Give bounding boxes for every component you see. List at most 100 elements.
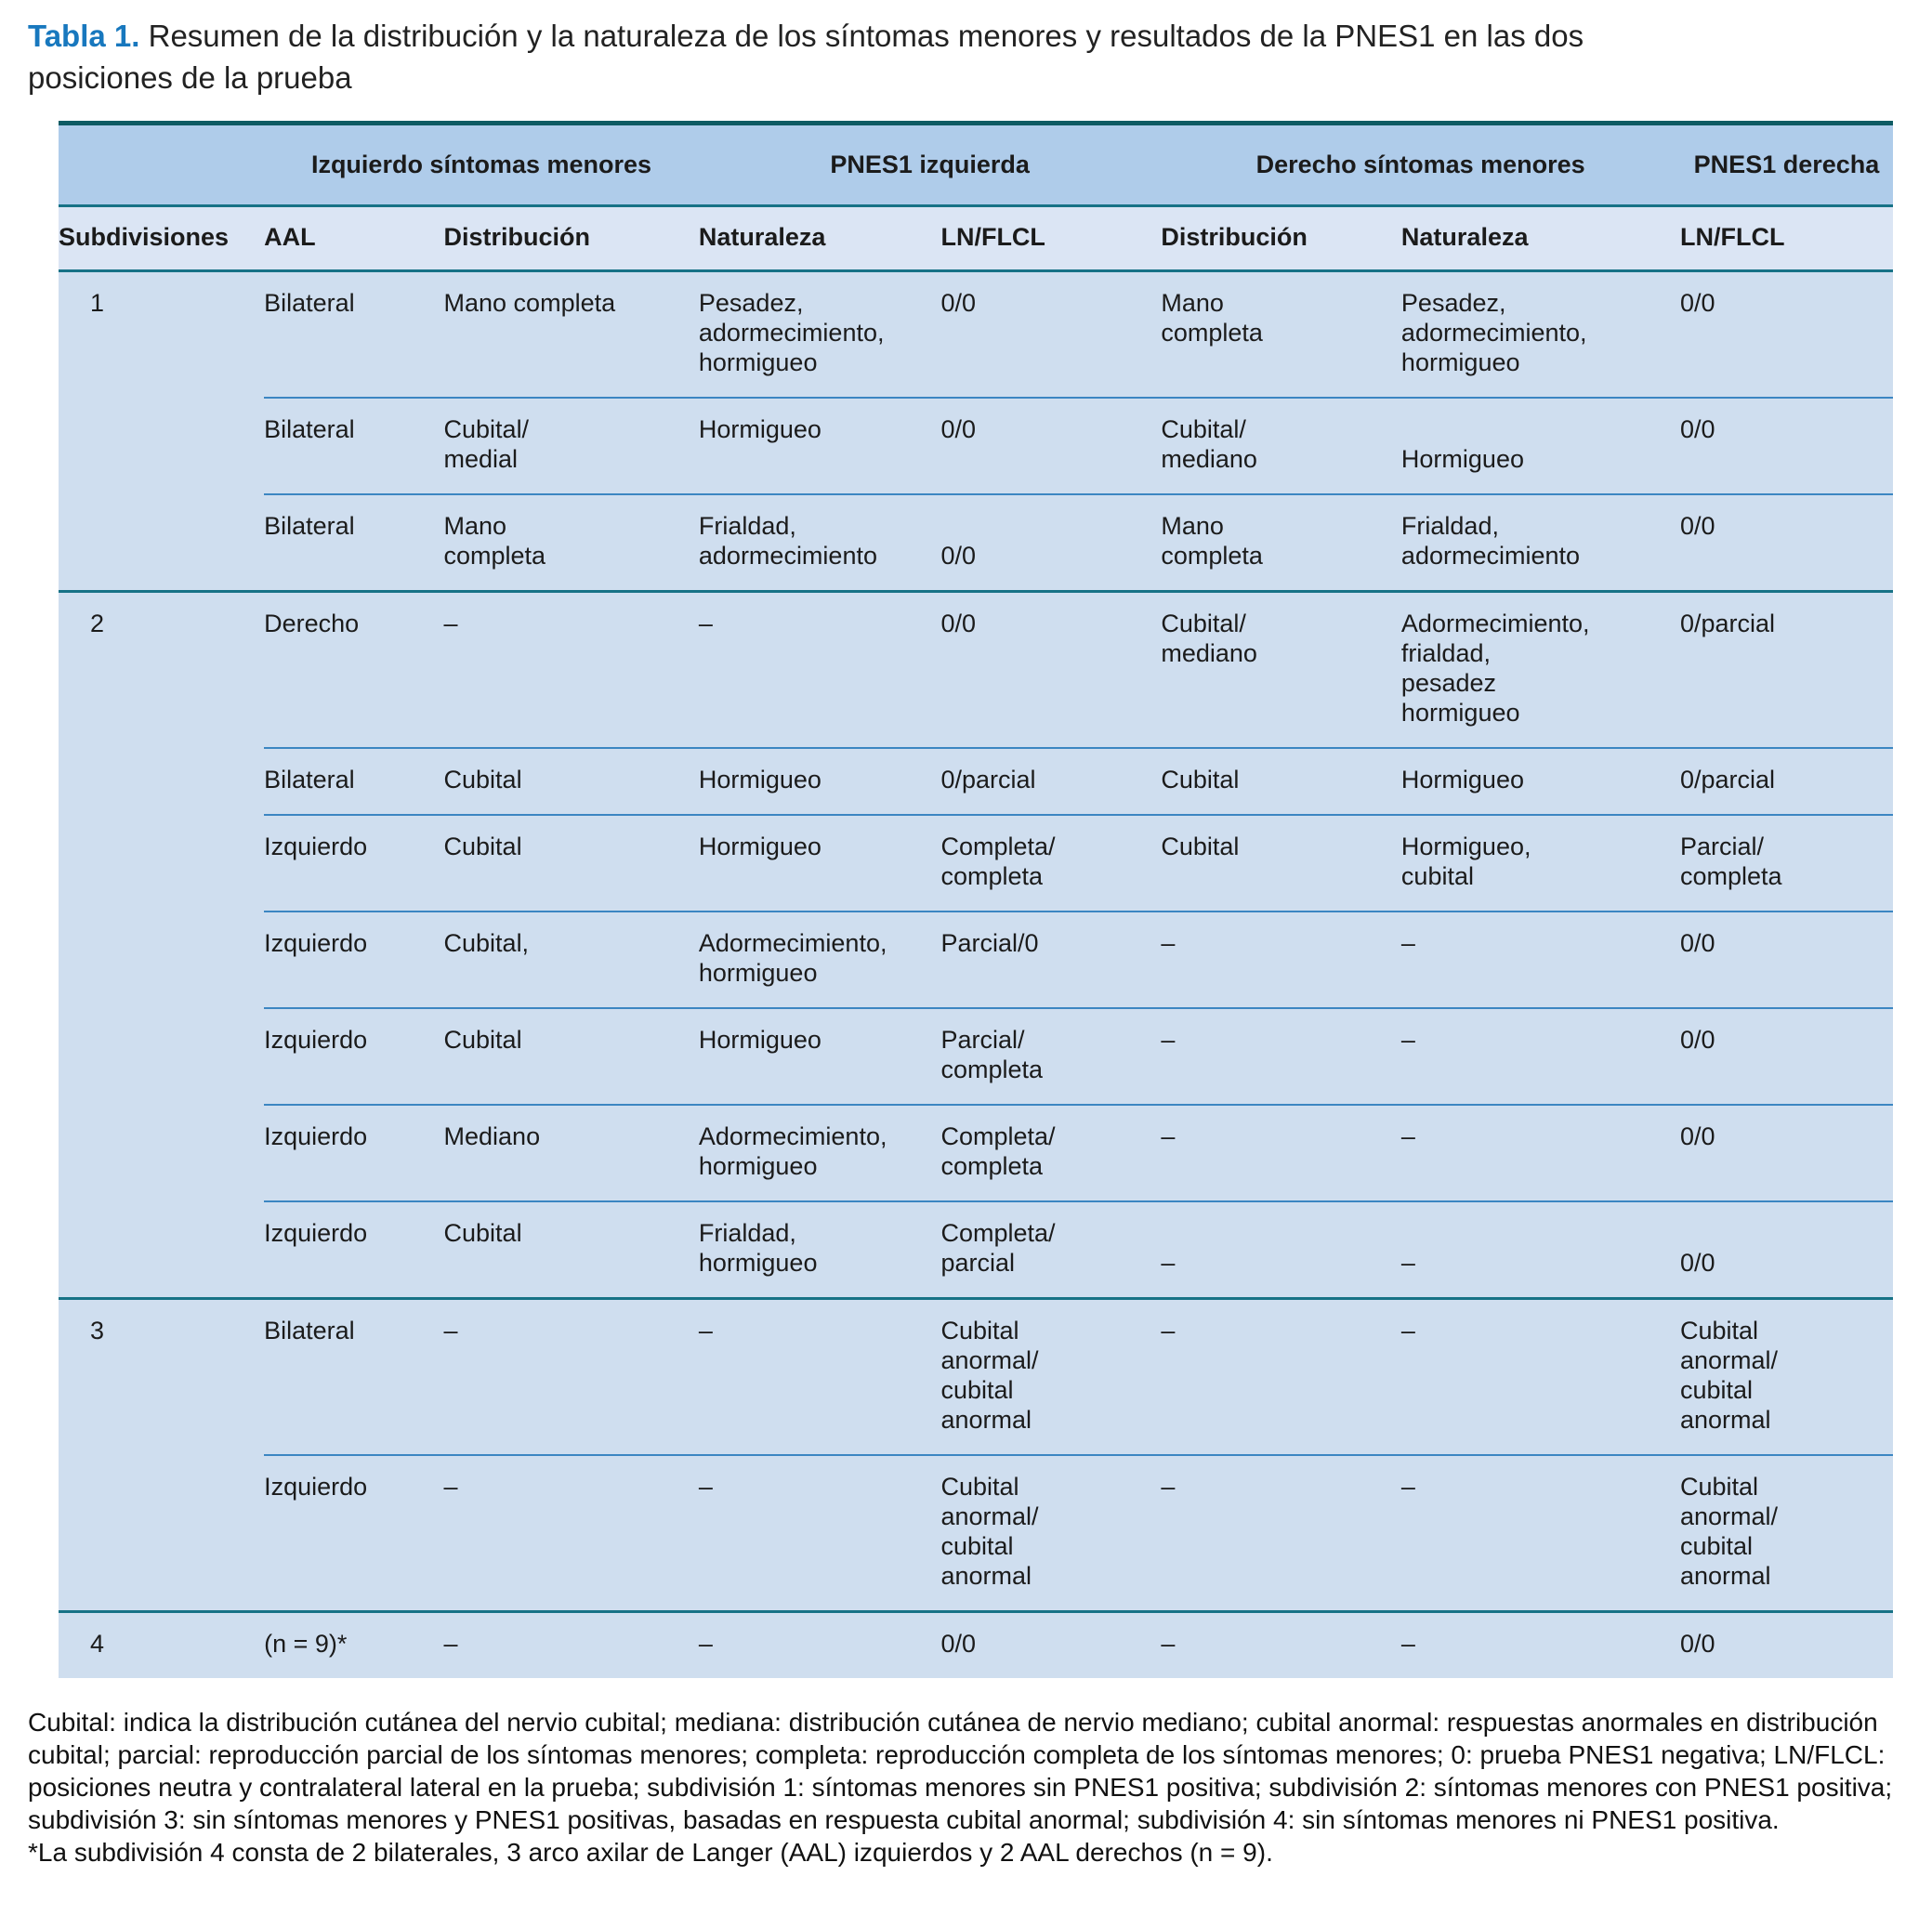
cell-distribucion-left: Mediano	[443, 1104, 699, 1201]
group-header-row: Izquierdo síntomas menores PNES1 izquier…	[59, 123, 1893, 207]
cell-naturaleza-left: Hormigueo	[698, 397, 941, 494]
cell-distribucion-right: Cubital/ mediano	[1161, 590, 1401, 748]
table-caption: Tabla 1. Resumen de la distribución y la…	[28, 15, 1608, 98]
cell-distribucion-left: Cubital	[443, 747, 699, 815]
table-row: Izquierdo Cubital Frialdad, hormigueo Co…	[59, 1200, 1893, 1299]
table-row: Izquierdo Cubital Hormigueo Parcial/ com…	[59, 1007, 1893, 1105]
cell-distribucion-left: Mano completa	[443, 493, 699, 592]
cell-lnflcl-right: 0/0	[1679, 1104, 1893, 1201]
group-header-pnes1-left: PNES1 izquierda	[698, 123, 1162, 207]
cell-distribucion-right: Mano completa	[1161, 270, 1401, 398]
column-header-lnflcl-right: LN/FLCL	[1679, 205, 1893, 272]
cell-distribucion-left: Cubital/ medial	[443, 397, 699, 494]
cell-aal: Izquierdo	[264, 1104, 444, 1201]
cell-naturaleza-right: Adormecimiento, frialdad, pesadez hormig…	[1400, 590, 1680, 748]
cell-subdivision	[59, 912, 265, 1008]
cell-distribucion-right: –	[1161, 1104, 1401, 1201]
cell-lnflcl-right: 0/0	[1679, 1610, 1893, 1678]
group-header-empty	[59, 123, 265, 207]
cell-lnflcl-right: 0/0	[1679, 493, 1893, 592]
cell-lnflcl-right: Parcial/ completa	[1679, 814, 1893, 912]
cell-subdivision	[59, 1201, 265, 1299]
cell-distribucion-left: Cubital,	[443, 911, 699, 1008]
cell-lnflcl-right: 0/parcial	[1679, 590, 1893, 748]
cell-lnflcl-left: 0/0	[940, 493, 1162, 592]
cell-lnflcl-left: Cubital anormal/ cubital anormal	[940, 1454, 1162, 1612]
cell-aal: Izquierdo	[264, 1007, 444, 1105]
cell-distribucion-left: Cubital	[443, 1007, 699, 1105]
cell-naturaleza-left: Frialdad, adormecimiento	[698, 493, 941, 592]
table-caption-text: Resumen de la distribución y la naturale…	[28, 19, 1584, 95]
cell-distribucion-left: Cubital	[443, 1200, 699, 1299]
cell-subdivision	[59, 494, 265, 592]
cell-naturaleza-right: Frialdad, adormecimiento	[1400, 493, 1680, 592]
cell-distribucion-left: –	[443, 1610, 699, 1678]
group-header-right-symptoms: Derecho síntomas menores	[1161, 123, 1680, 207]
cell-subdivision	[59, 1455, 265, 1612]
column-header-subdivisiones: Subdivisiones	[59, 205, 265, 272]
cell-aal: Izquierdo	[264, 911, 444, 1008]
cell-aal: Bilateral	[264, 270, 444, 398]
cell-naturaleza-right: –	[1400, 1610, 1680, 1678]
column-header-naturaleza-left: Naturaleza	[698, 205, 941, 272]
cell-aal: (n = 9)*	[264, 1610, 444, 1678]
cell-naturaleza-left: Pesadez, adormecimiento, hormigueo	[698, 270, 941, 398]
cell-subdivision: 2	[59, 590, 265, 748]
group-header-pnes1-right: PNES1 derecha	[1679, 123, 1893, 207]
cell-distribucion-left: –	[443, 590, 699, 748]
table-row: 2 Derecho – – 0/0 Cubital/ mediano Adorm…	[59, 590, 1893, 748]
cell-subdivision	[59, 1008, 265, 1105]
cell-aal: Izquierdo	[264, 1200, 444, 1299]
cell-naturaleza-right: Hormigueo, cubital	[1400, 814, 1680, 912]
table-row: Bilateral Cubital/ medial Hormigueo 0/0 …	[59, 397, 1893, 494]
cell-distribucion-right: Cubital/ mediano	[1161, 397, 1401, 494]
cell-aal: Bilateral	[264, 1297, 444, 1455]
cell-subdivision	[59, 815, 265, 912]
footnote-definitions: Cubital: indica la distribución cutánea …	[28, 1708, 1893, 1834]
cell-distribucion-right: –	[1161, 1454, 1401, 1612]
cell-subdivision: 4	[59, 1610, 265, 1678]
cell-naturaleza-right: Pesadez, adormecimiento, hormigueo	[1400, 270, 1680, 398]
cell-lnflcl-right: Cubital anormal/ cubital anormal	[1679, 1454, 1893, 1612]
cell-lnflcl-left: Parcial/ completa	[940, 1007, 1162, 1105]
table-row: Bilateral Mano completa Frialdad, adorme…	[59, 493, 1893, 592]
cell-lnflcl-right: 0/0	[1679, 1200, 1893, 1299]
cell-distribucion-right: –	[1161, 911, 1401, 1008]
column-header-aal: AAL	[264, 205, 444, 272]
cell-distribucion-left: Cubital	[443, 814, 699, 912]
cell-naturaleza-left: Hormigueo	[698, 814, 941, 912]
cell-naturaleza-left: Adormecimiento, hormigueo	[698, 1104, 941, 1201]
table-row: Izquierdo Mediano Adormecimiento, hormig…	[59, 1104, 1893, 1201]
cell-lnflcl-left: 0/parcial	[940, 747, 1162, 815]
cell-distribucion-right: Mano completa	[1161, 493, 1401, 592]
column-header-distribucion-right: Distribución	[1161, 205, 1401, 272]
cell-distribucion-left: Mano completa	[443, 270, 699, 398]
cell-naturaleza-left: –	[698, 590, 941, 748]
summary-table: Izquierdo síntomas menores PNES1 izquier…	[59, 121, 1893, 1678]
cell-naturaleza-right: Hormigueo	[1400, 747, 1680, 815]
cell-distribucion-right: Cubital	[1161, 814, 1401, 912]
cell-distribucion-left: –	[443, 1297, 699, 1455]
cell-naturaleza-left: Hormigueo	[698, 1007, 941, 1105]
cell-aal: Derecho	[264, 590, 444, 748]
cell-subdivision: 1	[59, 270, 265, 398]
cell-lnflcl-left: Parcial/0	[940, 911, 1162, 1008]
table-row: Izquierdo Cubital, Adormecimiento, hormi…	[59, 911, 1893, 1008]
cell-lnflcl-right: 0/0	[1679, 1007, 1893, 1105]
cell-naturaleza-left: Frialdad, hormigueo	[698, 1200, 941, 1299]
cell-aal: Izquierdo	[264, 814, 444, 912]
cell-naturaleza-left: –	[698, 1454, 941, 1612]
cell-lnflcl-left: 0/0	[940, 397, 1162, 494]
cell-naturaleza-left: Adormecimiento, hormigueo	[698, 911, 941, 1008]
column-header-row: Subdivisiones AAL Distribución Naturalez…	[59, 205, 1893, 272]
cell-distribucion-left: –	[443, 1454, 699, 1612]
table-caption-label: Tabla 1.	[28, 19, 140, 53]
column-header-naturaleza-right: Naturaleza	[1400, 205, 1680, 272]
cell-naturaleza-right: –	[1400, 1200, 1680, 1299]
cell-aal: Bilateral	[264, 397, 444, 494]
cell-lnflcl-left: 0/0	[940, 590, 1162, 748]
table-row: Izquierdo Cubital Hormigueo Completa/ co…	[59, 814, 1893, 912]
cell-naturaleza-left: –	[698, 1297, 941, 1455]
table-row: 4 (n = 9)* – – 0/0 – – 0/0	[59, 1610, 1893, 1678]
cell-naturaleza-right: Hormigueo	[1400, 397, 1680, 494]
